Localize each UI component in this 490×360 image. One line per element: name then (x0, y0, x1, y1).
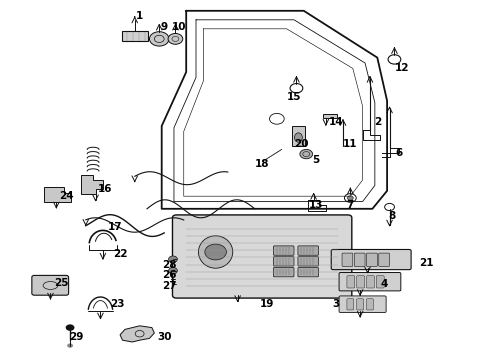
Text: 22: 22 (113, 249, 127, 259)
Text: 9: 9 (161, 22, 168, 32)
Polygon shape (44, 187, 71, 202)
FancyBboxPatch shape (376, 276, 384, 288)
Text: 20: 20 (294, 139, 309, 149)
Text: 5: 5 (313, 155, 319, 165)
Text: 7: 7 (346, 200, 354, 210)
Text: 29: 29 (69, 332, 83, 342)
Text: 12: 12 (394, 63, 409, 73)
Text: 24: 24 (59, 191, 74, 201)
FancyBboxPatch shape (339, 296, 386, 312)
Bar (323, 114, 337, 118)
Circle shape (169, 256, 177, 262)
Text: 25: 25 (54, 278, 69, 288)
Circle shape (168, 33, 183, 44)
Text: 8: 8 (389, 211, 395, 221)
FancyBboxPatch shape (298, 246, 319, 255)
Text: 4: 4 (381, 279, 389, 289)
FancyBboxPatch shape (273, 267, 294, 277)
Text: 28: 28 (162, 260, 176, 270)
Circle shape (347, 196, 353, 200)
Circle shape (205, 244, 226, 260)
FancyBboxPatch shape (357, 276, 365, 288)
FancyBboxPatch shape (367, 299, 373, 310)
Ellipse shape (294, 133, 302, 142)
Circle shape (169, 267, 177, 274)
Text: 30: 30 (157, 332, 172, 342)
FancyBboxPatch shape (347, 276, 355, 288)
Text: 1: 1 (136, 11, 143, 21)
Text: 15: 15 (287, 92, 301, 102)
FancyBboxPatch shape (331, 249, 411, 270)
FancyBboxPatch shape (367, 253, 377, 266)
FancyBboxPatch shape (367, 276, 374, 288)
Text: 2: 2 (374, 117, 381, 127)
FancyBboxPatch shape (298, 267, 319, 277)
FancyBboxPatch shape (357, 299, 364, 310)
FancyBboxPatch shape (273, 246, 294, 255)
FancyBboxPatch shape (379, 253, 390, 266)
FancyBboxPatch shape (354, 253, 365, 266)
Ellipse shape (198, 236, 233, 268)
Text: 23: 23 (110, 299, 125, 309)
Text: 13: 13 (309, 200, 323, 210)
Circle shape (67, 343, 73, 348)
FancyBboxPatch shape (347, 299, 354, 310)
Bar (122, 31, 148, 41)
Text: 3: 3 (332, 299, 339, 309)
Circle shape (66, 324, 74, 331)
FancyBboxPatch shape (339, 273, 401, 291)
FancyBboxPatch shape (298, 257, 319, 266)
Text: 11: 11 (343, 139, 358, 149)
Text: 21: 21 (419, 258, 434, 268)
FancyBboxPatch shape (172, 215, 352, 298)
Text: 16: 16 (98, 184, 113, 194)
FancyBboxPatch shape (273, 257, 294, 266)
Text: 27: 27 (162, 281, 176, 291)
Text: 17: 17 (108, 222, 122, 232)
Circle shape (300, 149, 313, 159)
Text: 14: 14 (328, 117, 343, 127)
Polygon shape (120, 326, 154, 342)
Text: 6: 6 (396, 148, 403, 158)
FancyBboxPatch shape (32, 275, 69, 295)
FancyBboxPatch shape (342, 253, 353, 266)
Polygon shape (81, 175, 103, 194)
Circle shape (149, 32, 169, 46)
Text: 18: 18 (255, 159, 270, 169)
Bar (292, 126, 305, 146)
Text: 19: 19 (260, 299, 274, 309)
Text: 10: 10 (172, 22, 186, 32)
Text: 26: 26 (162, 270, 176, 280)
